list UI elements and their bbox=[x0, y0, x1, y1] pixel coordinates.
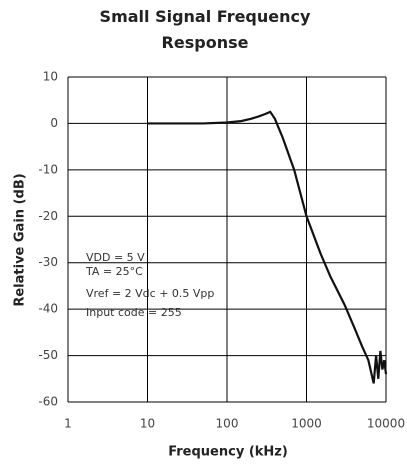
y-tick-label: -50 bbox=[38, 348, 58, 362]
y-tick-label: 0 bbox=[50, 116, 58, 130]
y-tick-label: -40 bbox=[38, 302, 58, 316]
x-tick-label: 1 bbox=[64, 417, 72, 431]
annotation: Input code = 255 bbox=[86, 306, 182, 319]
line-series bbox=[147, 110, 388, 384]
x-tick-label: 100 bbox=[216, 417, 239, 431]
x-axis-label: Frequency (kHz) bbox=[168, 445, 288, 460]
y-tick-label: 10 bbox=[43, 70, 58, 84]
annotation: VDD = 5 V bbox=[86, 251, 145, 264]
y-tick-label: -10 bbox=[38, 162, 58, 176]
y-tick-label: -60 bbox=[38, 395, 58, 409]
y-axis-label: Relative Gain (dB) bbox=[13, 173, 28, 306]
annotation: TA = 25°C bbox=[85, 265, 143, 278]
x-tick-label: 10 bbox=[140, 417, 155, 431]
x-tick-label: 1000 bbox=[291, 417, 322, 431]
annotation: Vref = 2 Vdc + 0.5 Vpp bbox=[86, 287, 214, 300]
chart-title: Small Signal Frequency Response bbox=[99, 7, 311, 52]
y-tick-label: -30 bbox=[38, 255, 58, 269]
y-tick-label: -20 bbox=[38, 209, 58, 223]
x-tick-label: 10000 bbox=[367, 417, 405, 431]
